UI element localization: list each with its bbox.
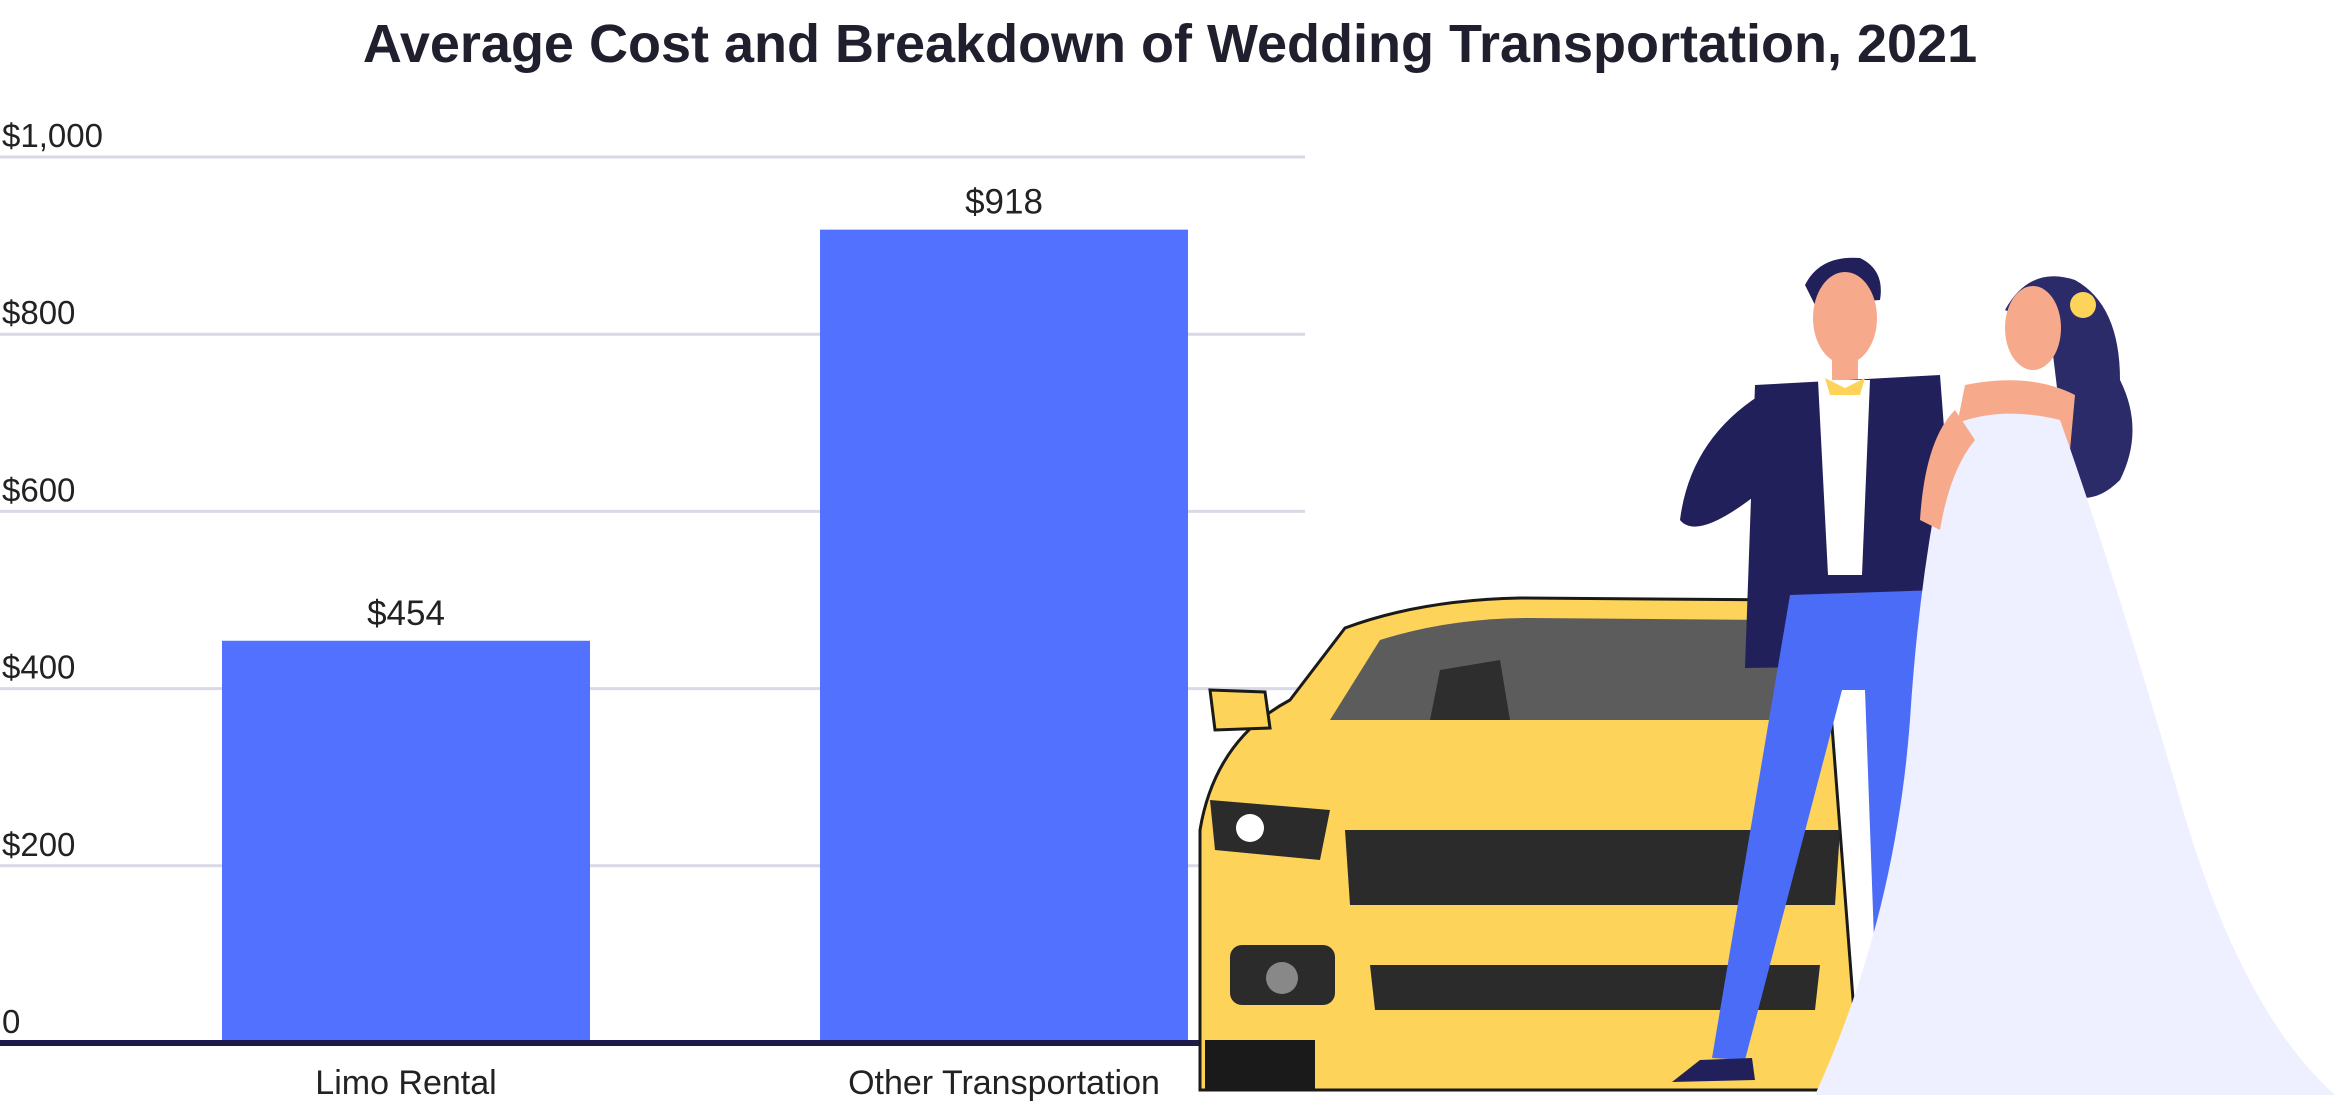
yellow-car-icon	[1198, 596, 1862, 1092]
bars	[222, 229, 1188, 1044]
y-tick-label: $400	[2, 649, 75, 686]
bar	[820, 229, 1188, 1044]
y-tick-label: $1,000	[2, 117, 103, 154]
x-axis-categories: Limo Rental Other Transportation	[315, 1064, 1160, 1102]
data-labels: $454 $918	[367, 183, 1043, 633]
data-label: $454	[367, 594, 445, 633]
y-tick-label: $600	[2, 471, 75, 508]
bar	[222, 640, 590, 1043]
y-tick-label: $800	[2, 294, 75, 331]
x-category-label: Limo Rental	[315, 1064, 496, 1102]
y-tick-label: $200	[2, 826, 75, 863]
y-axis-ticks: 0 $200 $400 $600 $800 $1,000	[2, 117, 103, 1040]
chart-title: Average Cost and Breakdown of Wedding Tr…	[363, 14, 1977, 74]
data-label: $918	[965, 183, 1043, 222]
bride-icon	[1815, 276, 2335, 1096]
x-category-label: Other Transportation	[848, 1064, 1160, 1102]
y-tick-label: 0	[2, 1003, 20, 1040]
